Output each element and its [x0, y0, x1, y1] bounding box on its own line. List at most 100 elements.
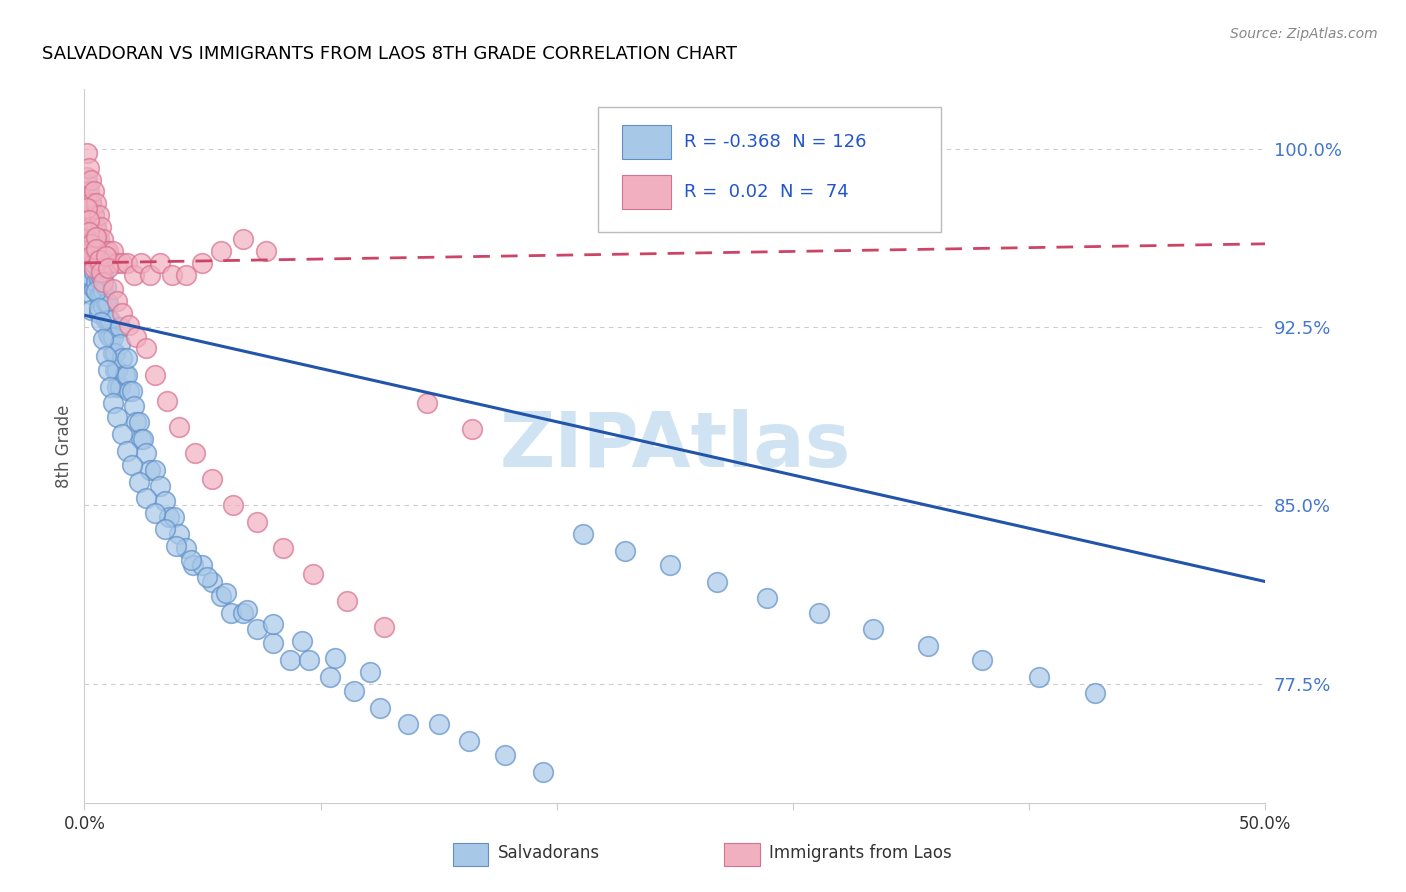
- Point: [1028, 670, 1050, 684]
- Point: [128, 475, 150, 489]
- Point: [232, 606, 254, 620]
- Point: [83, 260, 105, 275]
- Point: [359, 665, 381, 679]
- Point: [756, 591, 779, 606]
- Point: [91, 285, 114, 299]
- Point: [115, 368, 138, 382]
- Point: [80, 303, 103, 318]
- Point: [83, 256, 105, 270]
- Point: [107, 293, 129, 308]
- Point: [76, 146, 98, 161]
- Point: [87, 301, 110, 315]
- Point: [323, 650, 346, 665]
- Point: [111, 427, 134, 442]
- Point: [91, 256, 114, 270]
- Point: [94, 349, 117, 363]
- Point: [458, 734, 481, 748]
- Point: [121, 384, 143, 399]
- Point: [222, 499, 245, 513]
- Point: [174, 541, 197, 556]
- Point: [91, 275, 114, 289]
- Point: [132, 432, 155, 446]
- Point: [80, 286, 103, 301]
- Point: [167, 420, 190, 434]
- Point: [84, 242, 107, 256]
- Point: [917, 639, 939, 653]
- Text: 0.0%: 0.0%: [63, 814, 105, 833]
- Point: [706, 574, 728, 589]
- Point: [115, 351, 138, 365]
- Point: [262, 617, 284, 632]
- FancyBboxPatch shape: [621, 175, 671, 209]
- Point: [118, 384, 141, 399]
- Point: [232, 232, 254, 246]
- Point: [87, 272, 110, 286]
- Point: [101, 244, 124, 258]
- Y-axis label: 8th Grade: 8th Grade: [55, 404, 73, 488]
- Point: [90, 315, 112, 329]
- Point: [107, 363, 129, 377]
- Point: [122, 399, 145, 413]
- Point: [94, 249, 117, 263]
- Point: [153, 493, 176, 508]
- Point: [91, 332, 114, 346]
- Point: [807, 606, 830, 620]
- Point: [87, 256, 110, 270]
- Point: [970, 653, 993, 667]
- Point: [76, 225, 98, 239]
- Point: [143, 463, 166, 477]
- Text: Salvadorans: Salvadorans: [498, 844, 600, 862]
- Point: [135, 446, 157, 460]
- Point: [76, 194, 98, 208]
- Point: [90, 265, 112, 279]
- Point: [101, 329, 124, 343]
- Point: [87, 253, 110, 268]
- Point: [94, 244, 117, 258]
- Point: [90, 220, 112, 235]
- Point: [77, 185, 100, 199]
- Text: Immigrants from Laos: Immigrants from Laos: [769, 844, 952, 862]
- Point: [111, 351, 134, 365]
- Point: [368, 700, 391, 714]
- Point: [191, 256, 214, 270]
- Point: [122, 268, 145, 282]
- Text: R = -0.368  N = 126: R = -0.368 N = 126: [685, 133, 868, 151]
- FancyBboxPatch shape: [453, 843, 488, 865]
- Point: [83, 208, 105, 222]
- Point: [129, 432, 152, 446]
- Point: [209, 244, 232, 258]
- Point: [236, 603, 259, 617]
- Point: [76, 208, 98, 222]
- Point: [84, 196, 107, 211]
- Point: [108, 320, 131, 334]
- Point: [111, 306, 134, 320]
- Point: [111, 256, 134, 270]
- Point: [219, 606, 242, 620]
- Point: [87, 208, 110, 222]
- Point: [156, 393, 179, 408]
- Point: [128, 415, 150, 429]
- Point: [373, 620, 395, 634]
- Point: [461, 422, 484, 436]
- Point: [97, 327, 120, 342]
- Point: [416, 396, 439, 410]
- Point: [91, 232, 114, 246]
- Point: [153, 522, 176, 536]
- Point: [104, 363, 127, 377]
- Point: [84, 220, 107, 235]
- Point: [98, 313, 121, 327]
- Point: [427, 717, 450, 731]
- Point: [77, 189, 100, 203]
- Point: [87, 306, 110, 320]
- Point: [614, 543, 637, 558]
- Point: [83, 282, 105, 296]
- Point: [80, 244, 103, 258]
- Point: [1084, 686, 1107, 700]
- Point: [149, 479, 172, 493]
- Point: [80, 235, 103, 249]
- Point: [84, 285, 107, 299]
- Point: [135, 491, 157, 506]
- Point: [94, 313, 117, 327]
- Text: SALVADORAN VS IMMIGRANTS FROM LAOS 8TH GRADE CORRELATION CHART: SALVADORAN VS IMMIGRANTS FROM LAOS 8TH G…: [42, 45, 737, 62]
- Point: [83, 265, 105, 279]
